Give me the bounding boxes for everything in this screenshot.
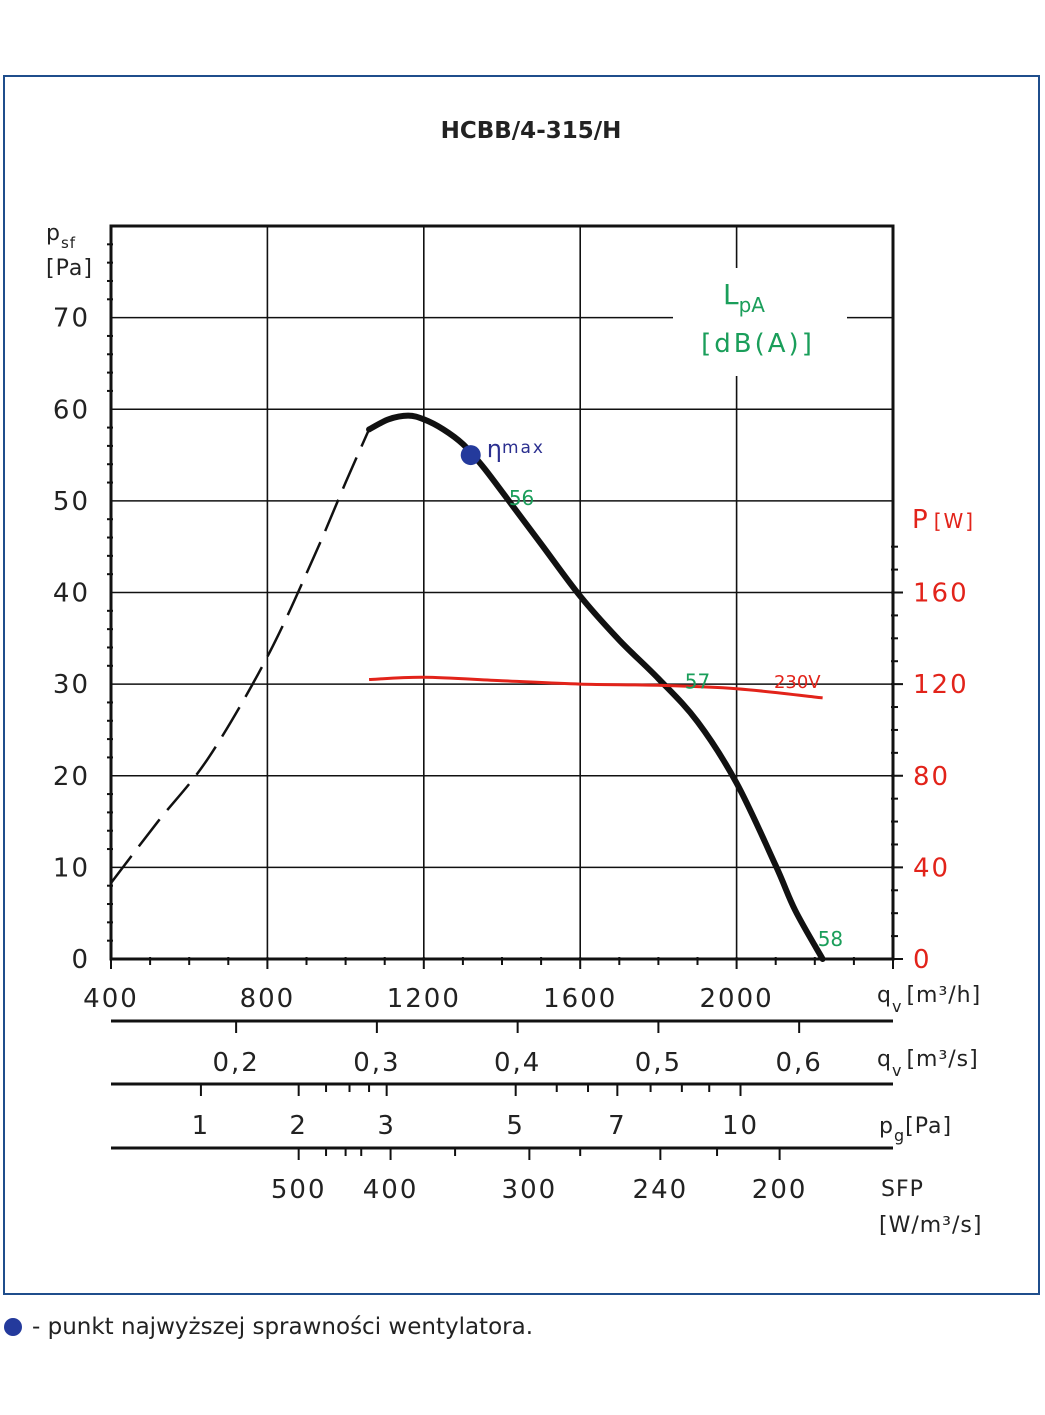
curves: 230V	[110, 412, 826, 962]
scale-m3s-tick-label: 0,2	[212, 1048, 259, 1078]
scale-m3s-tick-label: 0,5	[635, 1048, 682, 1078]
y-axis-unit: [Pa]	[46, 256, 93, 281]
x-tick-labels: 400 800 1200 1600 2000	[83, 984, 774, 1014]
x-axis-label: qv [m³/h]	[877, 983, 981, 1016]
chart-title: HCBB/4-315/H	[441, 118, 622, 144]
y-axis-label: psf	[46, 221, 76, 252]
y-tick-labels: 0 10 20 30 40 50 60 70	[53, 304, 90, 975]
annotations: 56 57 58 ηmax	[460, 435, 843, 951]
scale-m3s: 0,2 0,3 0,4 0,5 0,6	[212, 1021, 822, 1078]
lpa-value-label: 56	[509, 486, 534, 510]
x-tick-label: 1200	[387, 984, 461, 1014]
scale-pg-tick-label: 5	[506, 1111, 525, 1141]
scale-sfp-label: SFP	[881, 1177, 924, 1202]
lpa-value-label: 57	[685, 669, 710, 693]
pressure-curve-unstable	[110, 428, 371, 884]
scale-pg-label: pg[Pa]	[879, 1114, 952, 1145]
legend: - punkt najwyższej sprawności wentylator…	[4, 1314, 533, 1340]
power-axis-label: P [W]	[912, 505, 975, 535]
scale-sfp-tick-label: 500	[271, 1175, 327, 1205]
scale-m3s-tick-label: 0,3	[353, 1048, 400, 1078]
lpa-value-label: 58	[818, 927, 843, 951]
eta-max-label: ηmax	[487, 435, 545, 463]
scale-pg-tick-label: 1	[192, 1111, 211, 1141]
legend-text: - punkt najwyższej sprawności wentylator…	[32, 1314, 534, 1340]
scale-pg-tick-label: 10	[722, 1111, 759, 1141]
x-tick-label: 400	[83, 984, 139, 1014]
scale-pg-tick-label: 2	[289, 1111, 308, 1141]
y-tick-label: 60	[53, 395, 90, 425]
y-tick-label: 30	[53, 670, 90, 700]
power-tick-label: 120	[913, 670, 969, 700]
lpa-label-unit: [dB(A)]	[701, 329, 815, 359]
power-tick-label: 160	[913, 579, 969, 609]
power-curve-230v	[368, 675, 823, 700]
y-tick-label: 40	[53, 579, 90, 609]
power-tick-label: 40	[913, 853, 950, 883]
power-tick-labels: 0 40 80 120 160	[913, 579, 969, 976]
eta-max-legend-dot	[4, 1318, 22, 1336]
y-tick-label: 50	[53, 487, 90, 517]
scale-sfp-tick-label: 200	[752, 1175, 808, 1205]
pressure-curve	[366, 412, 826, 962]
power-tick-label: 0	[913, 945, 932, 975]
x-tick-label: 2000	[700, 984, 774, 1014]
scale-sfp: 500 400 300 240 200	[271, 1148, 808, 1205]
chart-frame	[3, 75, 1040, 1295]
x-tick-label: 1600	[543, 984, 617, 1014]
scale-sfp-unit: [W/m³/s]	[879, 1213, 982, 1238]
scale-sfp-tick-label: 300	[502, 1175, 558, 1205]
scale-m3s-label: qv [m³/s]	[877, 1047, 979, 1080]
x-tick-label: 800	[240, 984, 296, 1014]
eta-max-point	[460, 445, 481, 466]
scale-m3s-tick-label: 0,4	[494, 1048, 541, 1078]
scale-pg: 1 2 3 5 7 10	[192, 1084, 759, 1141]
scale-m3s-tick-label: 0,6	[775, 1048, 822, 1078]
y-tick-label: 10	[53, 853, 90, 883]
y-tick-label: 20	[53, 762, 90, 792]
scale-pg-tick-label: 7	[608, 1111, 627, 1141]
power-tick-label: 80	[913, 762, 950, 792]
plot-border	[109, 224, 895, 961]
y-tick-label: 70	[53, 304, 90, 334]
lpa-label-background	[673, 268, 847, 376]
scale-pg-tick-label: 3	[377, 1111, 396, 1141]
scale-sfp-tick-label: 240	[633, 1175, 689, 1205]
lpa-label-main: LpA	[723, 278, 765, 317]
power-curve-label: 230V	[774, 672, 821, 693]
y-tick-label: 0	[71, 945, 90, 975]
scale-sfp-tick-label: 400	[363, 1175, 419, 1205]
